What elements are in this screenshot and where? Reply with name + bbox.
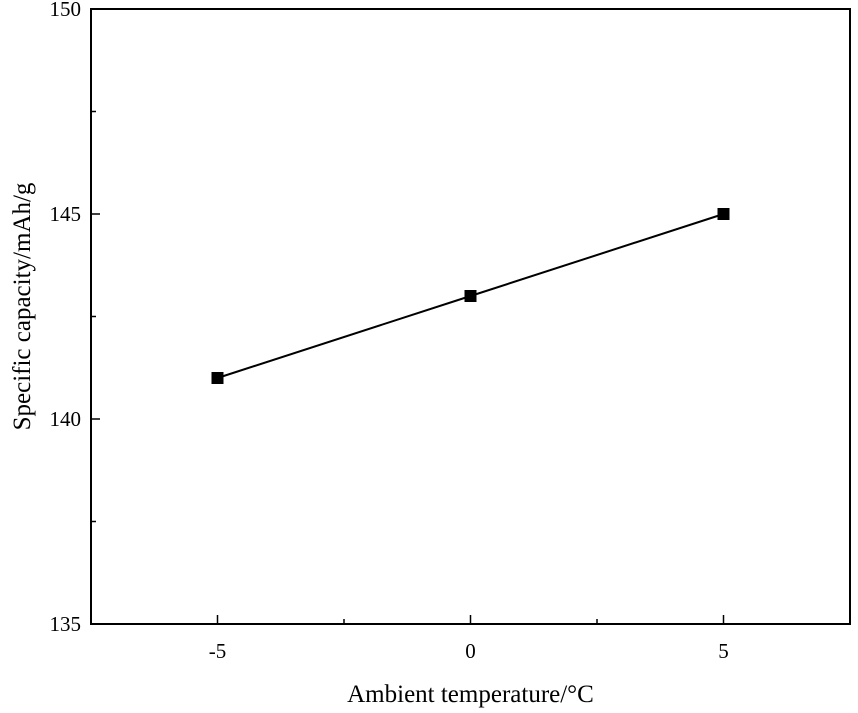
x-tick-labels: -5 0 5 [209,639,729,663]
data-point-marker [211,372,224,384]
y-tick-label: 150 [50,0,82,21]
data-point-marker [464,290,477,302]
series-layer [211,208,730,384]
y-tick-label: 140 [50,407,82,431]
y-tick-label: 145 [50,202,82,226]
x-tick-label: 0 [465,639,476,663]
y-axis-title: Specific capacity/mAh/g [9,182,36,430]
x-axis-title: Ambient temperature/°C [347,681,594,708]
plot-frame [90,8,851,625]
y-tick-labels: 135 140 145 150 [50,0,82,636]
data-point-marker [717,208,730,220]
x-tick-label: 5 [718,639,729,663]
y-tick-label: 135 [50,612,82,636]
axis-ticks [91,8,725,625]
x-tick-label: -5 [209,639,227,663]
